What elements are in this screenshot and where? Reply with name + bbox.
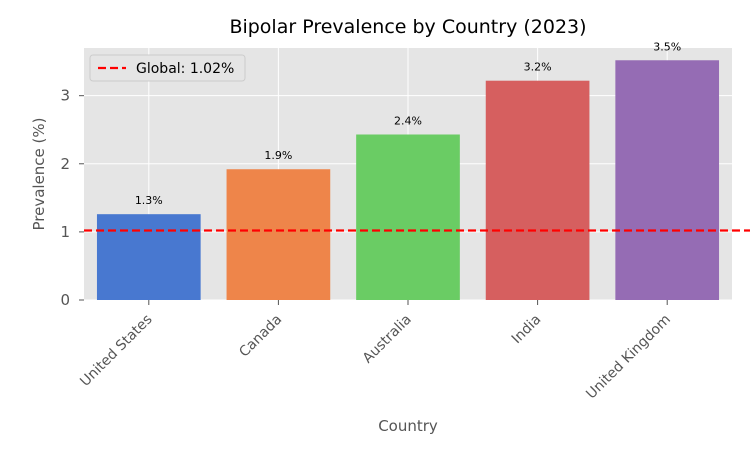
chart-title: Bipolar Prevalence by Country (2023) — [229, 16, 586, 38]
bar — [96, 214, 201, 300]
bar — [356, 134, 460, 300]
y-axis-label: Prevalence (%) — [30, 117, 48, 230]
bar — [615, 60, 720, 300]
x-tick-label: India — [509, 312, 545, 348]
y-tick-label: 1 — [60, 223, 70, 241]
y-axis-ticks: 0 1 2 3 — [60, 87, 84, 309]
bar-value-label: 3.5% — [653, 40, 681, 53]
y-tick-label: 3 — [60, 87, 70, 105]
x-tick-label: United States — [77, 312, 155, 390]
x-axis-label: Country — [378, 417, 438, 435]
bar-value-label: 1.9% — [264, 149, 292, 162]
bar — [226, 169, 331, 300]
bar-value-label: 2.4% — [394, 114, 422, 127]
y-tick-label: 2 — [60, 155, 70, 173]
x-tick-label: Australia — [360, 312, 415, 367]
legend-entry-global: Global: 1.02% — [136, 61, 234, 77]
legend-box — [89, 54, 246, 82]
data-labels: 1.3% 1.9% 2.4% 3.2% 3.5% — [135, 40, 681, 207]
x-axis-ticks: United States Canada Australia India United … — [77, 300, 674, 402]
x-tick-label: United Kingdom — [583, 312, 674, 403]
bar-value-label: 3.2% — [524, 61, 552, 74]
bar — [485, 80, 590, 300]
bar-value-label: 1.3% — [135, 194, 163, 207]
x-tick-label: Canada — [236, 312, 285, 361]
legend: Global: 1.02% — [89, 54, 246, 82]
bars — [96, 60, 720, 300]
y-tick-label: 0 — [60, 291, 70, 309]
